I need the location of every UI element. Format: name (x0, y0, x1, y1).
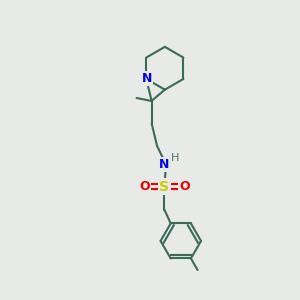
Text: N: N (159, 158, 170, 171)
Text: S: S (160, 180, 170, 194)
Text: H: H (171, 153, 179, 163)
Text: O: O (179, 180, 190, 193)
Text: N: N (142, 73, 152, 85)
Text: O: O (139, 180, 150, 193)
